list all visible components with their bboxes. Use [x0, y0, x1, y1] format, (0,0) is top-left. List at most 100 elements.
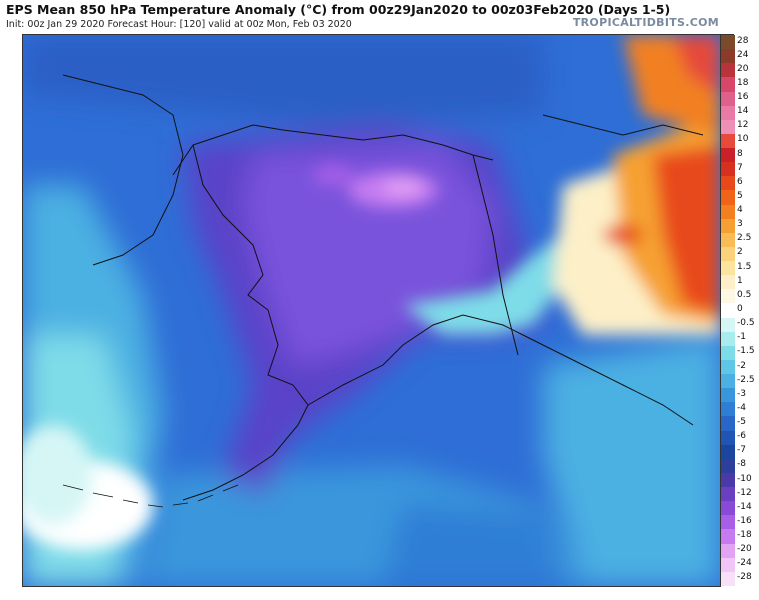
colorbar-swatch: [721, 148, 735, 163]
colorbar-swatch: [721, 317, 735, 333]
colorbar-label: -6: [737, 431, 746, 442]
canada-north-hot: [673, 35, 720, 95]
colorbar-label: -0.5: [737, 318, 755, 329]
colorbar-swatch: [721, 49, 735, 64]
alaska-north-coast: [192, 124, 494, 161]
colorbar-label: 3: [737, 219, 743, 230]
colorbar-label: -7: [737, 445, 746, 456]
map-title: EPS Mean 850 hPa Temperature Anomaly (°C…: [6, 2, 671, 17]
canada-hot-spot: [603, 225, 643, 245]
colorbar-label: 14: [737, 106, 749, 117]
colorbar-label: 8: [737, 148, 743, 159]
colorbar-swatch: [721, 35, 735, 50]
colorbar-label: 6: [737, 176, 743, 187]
colorbar-label: -5: [737, 417, 746, 428]
colorbar-label: -10: [737, 473, 752, 484]
colorbar: [720, 34, 735, 587]
colorbar-label: -20: [737, 544, 752, 555]
colorbar-swatch: [721, 133, 735, 149]
colorbar-label: 10: [737, 134, 749, 145]
colorbar-swatch: [721, 529, 735, 545]
south-ocean-inner: [383, 505, 563, 586]
colorbar-swatch: [721, 388, 735, 403]
colorbar-label: 4: [737, 205, 743, 216]
map-canvas: [23, 35, 720, 586]
colorbar-swatch: [721, 430, 735, 446]
aleutian-islands: [62, 484, 239, 508]
southeast-ocean-region: [543, 335, 720, 586]
colorbar-swatch: [721, 63, 735, 78]
aleutian-chain: [62, 484, 239, 508]
colorbar-label: -12: [737, 487, 752, 498]
alaska-canada-border: [472, 154, 519, 356]
coastlines: [62, 74, 704, 501]
colorbar-label: -14: [737, 501, 752, 512]
colorbar-swatch: [721, 275, 735, 290]
colorbar-label: 18: [737, 77, 749, 88]
colorbar-label: -2: [737, 360, 746, 371]
colorbar-swatch: [721, 162, 735, 177]
temperature-anomaly-map: [22, 34, 721, 587]
canada-arctic-coast: [542, 114, 704, 136]
colorbar-label: 0.5: [737, 289, 752, 300]
colorbar-swatch: [721, 458, 735, 474]
colorbar-swatch: [721, 359, 735, 375]
colorbar-label: 2.5: [737, 233, 752, 244]
alaska-south-coast: [307, 314, 694, 426]
gulf-coast-band: [403, 220, 598, 335]
colorbar-swatch: [721, 218, 735, 234]
colorbar-swatch: [721, 501, 735, 516]
arctic-region: [23, 35, 543, 125]
colorbar-swatch: [721, 571, 735, 587]
colorbar-label: -2.5: [737, 374, 755, 385]
colorbar-label: -1.5: [737, 346, 755, 357]
colorbar-swatch: [721, 91, 735, 107]
canada-hot-region: [653, 145, 720, 315]
colorbar-label: -4: [737, 402, 746, 413]
colorbar-swatch: [721, 402, 735, 417]
colorbar-swatch: [721, 289, 735, 304]
cold-spot-core: [383, 179, 423, 195]
colorbar-label: 1: [737, 275, 743, 286]
colorbar-label: -24: [737, 558, 752, 569]
colorbar-swatch: [721, 77, 735, 92]
cold-spot-west: [313, 165, 353, 185]
colorbar-swatch: [721, 543, 735, 559]
map-subtitle: Init: 00z Jan 29 2020 Forecast Hour: [12…: [6, 19, 352, 30]
colorbar-label: 0: [737, 304, 743, 314]
colorbar-label: 2: [737, 247, 743, 258]
colorbar-swatch: [721, 119, 735, 135]
colorbar-swatch: [721, 557, 735, 573]
colorbar-swatch: [721, 105, 735, 121]
colorbar-swatch: [721, 416, 735, 432]
colorbar-label: -8: [737, 459, 746, 470]
chukotka-coast: [172, 144, 194, 176]
colorbar-swatch: [721, 190, 735, 206]
colorbar-label: 16: [737, 92, 749, 103]
southwest-pale-region: [23, 425, 93, 525]
colorbar-label: 1.5: [737, 261, 752, 272]
colorbar-label: -16: [737, 515, 752, 526]
colorbar-label: -3: [737, 388, 746, 399]
colorbar-label: -28: [737, 572, 752, 583]
colorbar-label: 20: [737, 63, 749, 74]
site-brand: TROPICALTIDBITS.COM: [572, 16, 719, 29]
russia-coast: [62, 74, 184, 266]
colorbar-swatch: [721, 261, 735, 276]
colorbar-swatch: [721, 374, 735, 389]
colorbar-label: -18: [737, 530, 752, 541]
colorbar-swatch: [721, 303, 735, 319]
colorbar-swatch: [721, 246, 735, 262]
colorbar-label: 5: [737, 190, 743, 201]
colorbar-label: -1: [737, 332, 746, 343]
colorbar-swatch: [721, 232, 735, 248]
colorbar-label: 24: [737, 49, 749, 60]
colorbar-swatch: [721, 515, 735, 530]
colorbar-swatch: [721, 176, 735, 191]
alaska-west-coast: [182, 144, 309, 501]
colorbar-swatch: [721, 345, 735, 361]
colorbar-swatch: [721, 331, 735, 347]
colorbar-swatch: [721, 204, 735, 220]
colorbar-swatch: [721, 444, 735, 460]
colorbar-swatch: [721, 487, 735, 502]
